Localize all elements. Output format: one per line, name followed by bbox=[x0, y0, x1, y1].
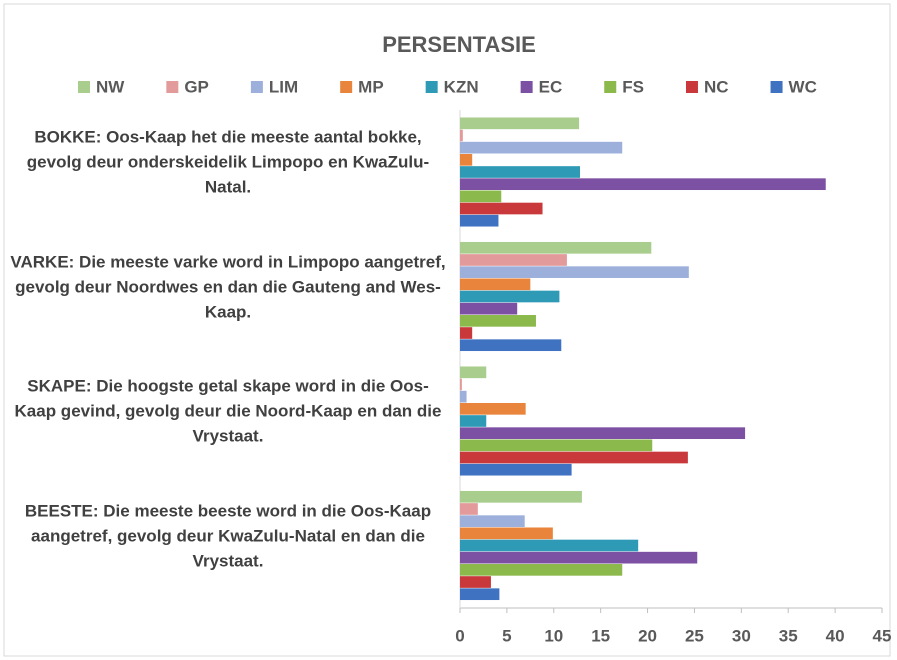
x-tick-label: 15 bbox=[591, 626, 610, 645]
bar bbox=[460, 141, 623, 154]
x-tick-label: 40 bbox=[826, 626, 845, 645]
bar bbox=[460, 202, 543, 215]
chart-title: PERSENTASIE bbox=[382, 32, 536, 57]
bar bbox=[460, 390, 467, 403]
x-tick-label: 35 bbox=[779, 626, 798, 645]
legend-marker bbox=[520, 81, 533, 93]
bar bbox=[460, 302, 518, 315]
category-label: BEESTE: Die meeste beeste word in die Oo… bbox=[24, 501, 432, 571]
legend-label: GP bbox=[184, 77, 209, 96]
x-tick-label: 0 bbox=[455, 626, 464, 645]
bar bbox=[460, 339, 562, 352]
bar bbox=[460, 153, 473, 166]
bar bbox=[460, 278, 531, 291]
bar bbox=[460, 539, 639, 552]
bar bbox=[460, 564, 623, 576]
legend-label: KZN bbox=[444, 77, 479, 96]
bar bbox=[460, 315, 536, 327]
bar bbox=[460, 490, 582, 503]
bar bbox=[460, 515, 525, 527]
bar bbox=[460, 117, 580, 130]
bar bbox=[460, 327, 473, 339]
bar bbox=[460, 366, 487, 379]
legend-label: NW bbox=[96, 77, 125, 96]
category-label: VARKE: Die meeste varke word in Limpopo … bbox=[10, 252, 446, 322]
bar bbox=[460, 527, 553, 540]
x-tick-label: 20 bbox=[638, 626, 657, 645]
bar bbox=[460, 439, 653, 452]
legend-marker bbox=[685, 81, 698, 93]
bar bbox=[460, 254, 567, 266]
bar bbox=[460, 378, 462, 391]
legend-label: NC bbox=[704, 77, 729, 96]
bar bbox=[460, 576, 491, 588]
legend-label: FS bbox=[622, 77, 644, 96]
legend-label: MP bbox=[358, 77, 384, 96]
bar bbox=[460, 166, 581, 178]
bar bbox=[460, 451, 688, 464]
legend-marker bbox=[166, 81, 179, 93]
bar bbox=[460, 588, 500, 601]
legend-marker bbox=[425, 81, 438, 93]
bar bbox=[460, 241, 652, 254]
legend-label: WC bbox=[789, 77, 817, 96]
category-label: BOKKE: Oos-Kaap het die meeste aantal bo… bbox=[26, 127, 430, 197]
legend-marker bbox=[78, 81, 90, 93]
legend-label: LIM bbox=[269, 77, 298, 96]
x-tick-label: 5 bbox=[502, 626, 511, 645]
bar bbox=[460, 427, 746, 440]
bar bbox=[460, 290, 560, 303]
bar bbox=[460, 402, 526, 415]
legend-marker bbox=[770, 81, 783, 93]
x-tick-label: 45 bbox=[873, 626, 892, 645]
bar bbox=[460, 463, 572, 476]
legend-marker bbox=[340, 81, 353, 93]
legend-marker bbox=[604, 81, 617, 93]
x-tick-label: 25 bbox=[685, 626, 704, 645]
bar bbox=[460, 178, 826, 191]
bar bbox=[460, 214, 499, 227]
bar bbox=[460, 266, 689, 278]
x-tick-label: 10 bbox=[544, 626, 563, 645]
bar bbox=[460, 415, 487, 427]
bar bbox=[460, 190, 502, 203]
category-label: SKAPE: Die hoogste getal skape word in d… bbox=[14, 376, 442, 446]
bar bbox=[460, 551, 698, 564]
chart-border bbox=[3, 3, 891, 657]
legend-marker bbox=[250, 81, 263, 93]
x-tick-label: 30 bbox=[732, 626, 751, 645]
bar bbox=[460, 129, 463, 142]
bar bbox=[460, 503, 478, 515]
legend-label: EC bbox=[539, 77, 563, 96]
